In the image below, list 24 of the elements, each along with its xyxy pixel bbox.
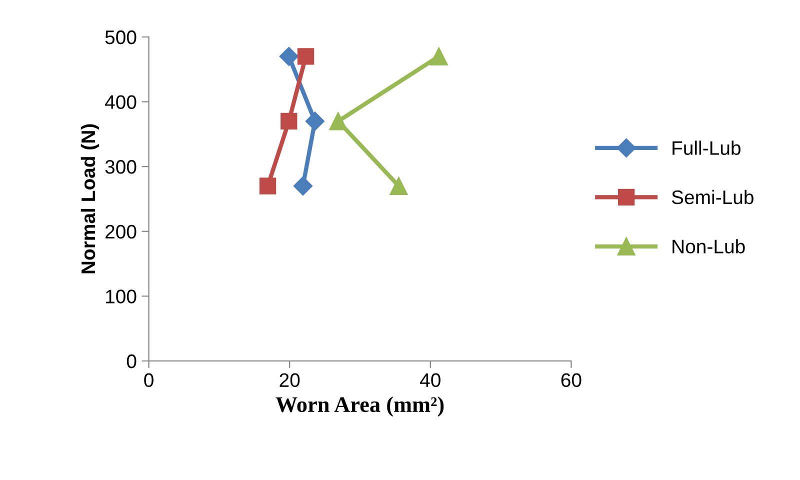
y-tick-label: 500 <box>105 30 136 44</box>
y-tick-label: 100 <box>106 290 136 304</box>
point <box>329 112 348 130</box>
y-tick-label: 400 <box>105 95 136 109</box>
point <box>259 178 276 194</box>
y-tick-label: 300 <box>105 160 136 174</box>
x-tick-label: 0 <box>144 373 154 388</box>
point <box>430 47 448 66</box>
point <box>390 176 408 196</box>
y-tick-label: 0 <box>126 354 136 368</box>
point <box>293 176 313 196</box>
point <box>305 112 324 131</box>
x-tick-label: 20 <box>280 373 300 388</box>
x-tick-label: 40 <box>420 373 440 388</box>
point <box>297 48 314 65</box>
y-tick-label: 200 <box>106 224 136 239</box>
point <box>280 112 298 130</box>
x-tick-label: 60 <box>561 373 582 388</box>
legend-label: Non-Lub <box>672 239 745 254</box>
x-axis-title: Worn Area (mm²) <box>276 396 444 417</box>
legend-label: Full-Lub <box>672 140 740 155</box>
y-axis-title: Normal Load (N) <box>80 124 99 274</box>
point <box>279 46 298 66</box>
legend-label: Semi-Lub <box>672 190 754 204</box>
